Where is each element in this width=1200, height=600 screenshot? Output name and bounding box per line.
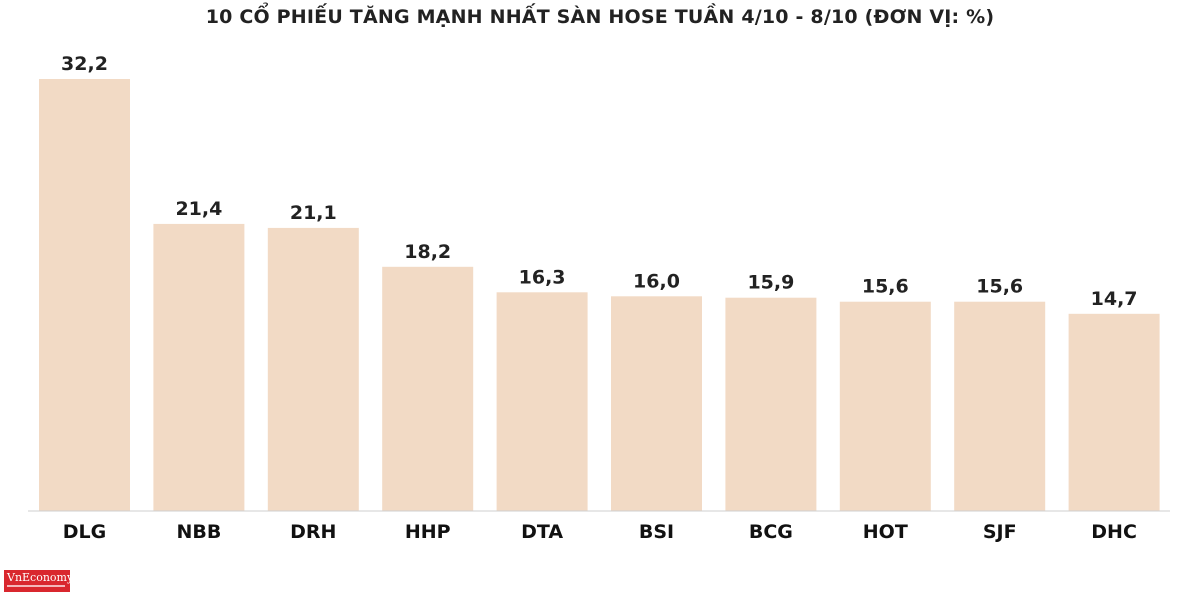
bar-bsi [611, 296, 702, 511]
x-tick-hot: HOT [863, 521, 908, 543]
logo-text: VnEconomy [7, 571, 74, 584]
value-label-drh: 21,1 [290, 202, 337, 224]
value-label-bcg: 15,9 [747, 272, 794, 294]
x-tick-dhc: DHC [1091, 521, 1137, 543]
value-label-bsi: 16,0 [633, 270, 680, 292]
x-tick-bcg: BCG [749, 521, 793, 543]
value-labels-layer: 32,2 21,4 21,1 18,2 16,3 16,0 15,9 15,6 15,6 14,7 [61, 53, 1137, 310]
bar-hhp [382, 266, 474, 511]
x-tick-sjf: SJF [983, 521, 1017, 543]
x-ticks-layer: DLG NBB DRH HHP DTA BSI BCG HOT SJF DHC [63, 521, 1137, 543]
bar-drh [267, 227, 359, 511]
logo-underline [7, 585, 65, 587]
vneconomy-logo: VnEconomy [4, 570, 74, 592]
bar-dta [496, 292, 588, 511]
value-label-hot: 15,6 [862, 276, 909, 298]
value-label-dlg: 32,2 [61, 53, 108, 75]
bar-dlg [39, 79, 130, 511]
value-label-hhp: 18,2 [404, 241, 451, 263]
value-label-sjf: 15,6 [976, 276, 1023, 298]
x-tick-dta: DTA [521, 521, 563, 543]
x-tick-dlg: DLG [63, 521, 106, 543]
value-label-nbb: 21,4 [175, 198, 222, 220]
x-tick-drh: DRH [290, 521, 336, 543]
bar-bcg [725, 297, 817, 511]
x-tick-bsi: BSI [639, 521, 674, 543]
bar-sjf [954, 301, 1046, 511]
value-label-dta: 16,3 [519, 266, 566, 288]
bar-nbb [153, 223, 245, 511]
x-tick-nbb: NBB [176, 521, 221, 543]
x-tick-hhp: HHP [405, 521, 451, 543]
bar-hot [839, 301, 931, 511]
bar-dhc [1068, 313, 1160, 511]
bars-layer [39, 79, 1160, 511]
chart-title: 10 CỔ PHIẾU TĂNG MẠNH NHẤT SÀN HOSE TUẦN… [205, 6, 995, 28]
value-label-dhc: 14,7 [1091, 288, 1138, 310]
